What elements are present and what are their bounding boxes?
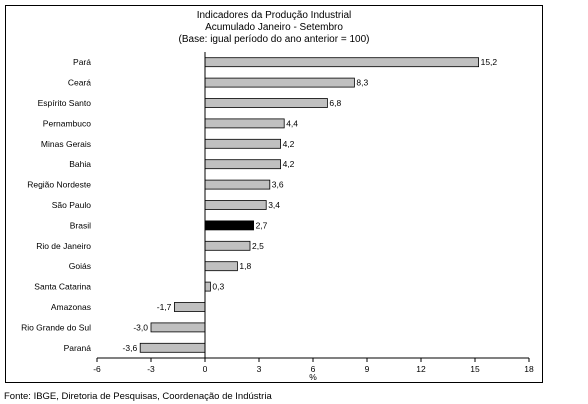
- bar-5: [204, 159, 281, 170]
- category-label: Goiás: [69, 261, 91, 271]
- x-tick-label: 15: [470, 364, 480, 374]
- source-note: Fonte: IBGE, Diretoria de Pesquisas, Coo…: [4, 391, 272, 402]
- bar-10: [204, 261, 238, 272]
- x-tick-label: 6: [311, 364, 316, 374]
- bar-8: [204, 220, 254, 231]
- value-label: 2,5: [252, 241, 264, 251]
- value-label: 3,4: [268, 200, 280, 210]
- bar-13: [150, 322, 206, 333]
- bar-2: [204, 98, 328, 108]
- bar-14: [139, 342, 206, 353]
- value-label: 0,3: [212, 282, 224, 292]
- x-tick-label: 0: [203, 364, 208, 374]
- bar-12: [173, 302, 206, 312]
- title-line-3: (Base: igual período do ano anterior = 1…: [178, 34, 370, 45]
- bar-0: [204, 57, 480, 68]
- bar-1: [204, 77, 355, 88]
- x-tick-label: 9: [365, 364, 370, 374]
- title-line-2: Acumulado Janeiro - Setembro: [205, 22, 343, 33]
- value-label: 1,8: [239, 261, 251, 271]
- x-tick-label: 3: [257, 364, 262, 374]
- value-label: -1,7: [157, 302, 172, 312]
- category-label: São Paulo: [52, 200, 91, 210]
- value-label: -3,0: [133, 322, 148, 332]
- bar-3: [204, 118, 285, 129]
- x-tick-label: 12: [416, 364, 426, 374]
- bar-11: [204, 281, 211, 292]
- bar-6: [204, 179, 271, 190]
- value-label: 8,3: [356, 78, 368, 88]
- chart-title: Indicadores da Produção Industrial Acumu…: [5, 10, 543, 46]
- category-label: Amazonas: [51, 302, 91, 312]
- bar-9: [204, 240, 251, 251]
- category-label: Brasil: [70, 220, 91, 230]
- x-axis-label: %: [309, 372, 317, 382]
- category-label: Ceará: [68, 78, 91, 88]
- category-label: Bahia: [69, 159, 91, 169]
- category-label: Pernambuco: [43, 118, 91, 128]
- category-label: Paraná: [64, 343, 92, 353]
- category-label: Minas Gerais: [41, 139, 91, 149]
- x-tick-label: -6: [93, 364, 101, 374]
- x-tick-label: 18: [524, 364, 534, 374]
- value-label: 2,7: [256, 220, 268, 230]
- chart-frame: [5, 5, 543, 383]
- value-label: -3,6: [123, 343, 138, 353]
- category-label: Espírito Santo: [38, 98, 92, 108]
- category-label: Pará: [73, 57, 91, 67]
- title-line-1: Indicadores da Produção Industrial: [196, 10, 352, 21]
- value-label: 3,6: [272, 180, 284, 190]
- value-label: 4,4: [286, 118, 298, 128]
- x-tick-label: -3: [147, 364, 155, 374]
- category-label: Rio Grande do Sul: [21, 322, 91, 332]
- category-label: Rio de Janeiro: [36, 241, 91, 251]
- category-label: Santa Catarina: [34, 282, 91, 292]
- value-label: 6,8: [329, 98, 341, 108]
- value-label: 15,2: [481, 57, 498, 67]
- bar-7: [204, 200, 267, 210]
- value-label: 4,2: [283, 139, 295, 149]
- bar-4: [204, 138, 281, 149]
- value-label: 4,2: [283, 159, 295, 169]
- category-label: Região Nordeste: [27, 180, 91, 190]
